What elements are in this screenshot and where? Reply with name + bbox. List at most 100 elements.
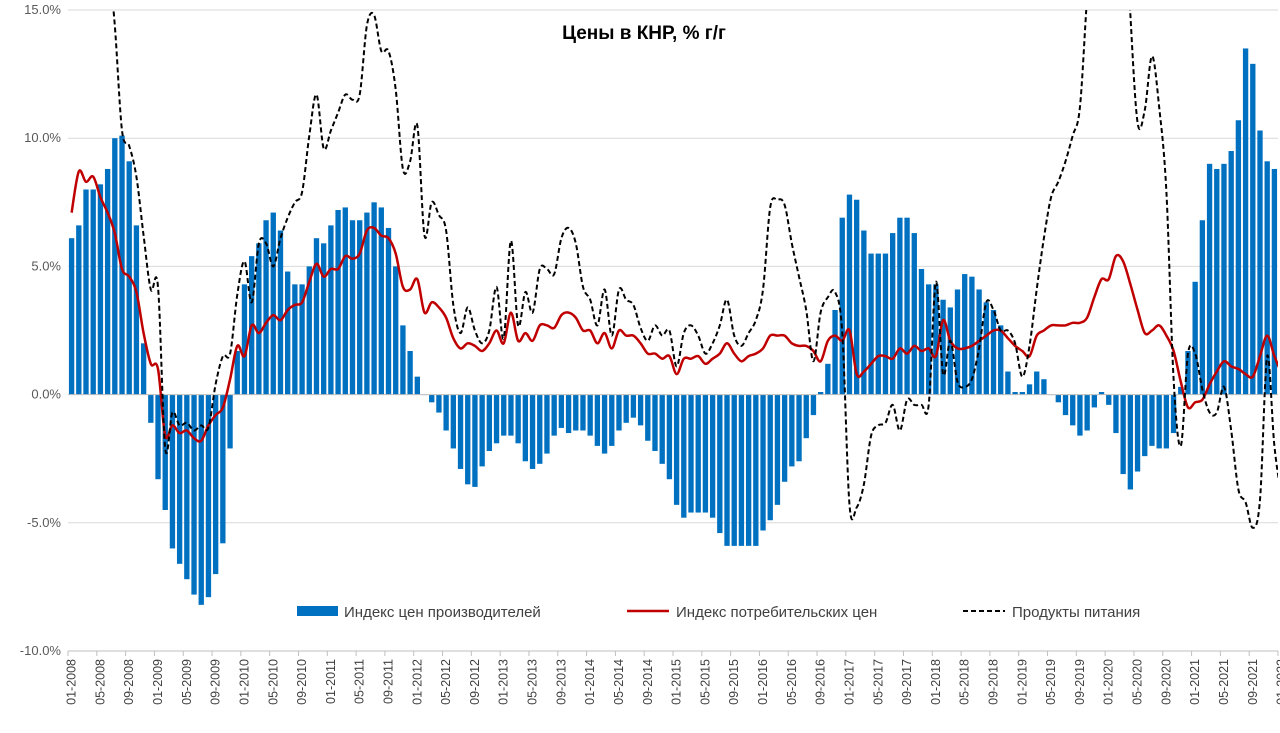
x-tick-label: 09-2008 — [122, 659, 136, 705]
ppi-bar — [1034, 371, 1040, 395]
ppi-bar — [191, 394, 197, 595]
x-tick-label: 01-2017 — [842, 659, 856, 705]
ppi-bar — [414, 376, 420, 395]
ppi-bar — [1062, 394, 1069, 416]
ppi-bar — [630, 394, 637, 418]
ppi-bar — [169, 394, 176, 549]
ppi-bar — [1170, 394, 1177, 434]
ppi-bar — [400, 325, 406, 395]
ppi-bar — [277, 230, 284, 395]
ppi-bar — [702, 394, 709, 513]
x-tick-label: 01-2010 — [237, 659, 251, 705]
ppi-bar — [1012, 392, 1018, 395]
ppi-bar — [1055, 394, 1061, 403]
x-tick-label: 05-2014 — [612, 659, 626, 705]
ppi-bar — [1113, 394, 1119, 434]
ppi-bar — [1005, 371, 1011, 395]
ppi-bar — [890, 233, 896, 395]
ppi-bar — [335, 209, 341, 395]
ppi-bar — [263, 220, 269, 395]
ppi-bar — [882, 253, 889, 395]
x-tick-label: 05-2019 — [1044, 659, 1058, 705]
x-tick-label: 09-2017 — [900, 659, 914, 705]
ppi-bar — [436, 394, 442, 413]
ppi-bar — [724, 394, 730, 546]
x-tick-label: 09-2014 — [641, 659, 655, 705]
ppi-bar — [299, 284, 305, 395]
ppi-bar — [1178, 386, 1184, 395]
ppi-bar — [1134, 394, 1141, 472]
ppi-bar — [450, 394, 456, 449]
ppi-bar — [508, 394, 514, 436]
ppi-bar — [544, 394, 550, 454]
legend-label-ppi: Индекс цен производителей — [344, 604, 541, 621]
ppi-bar — [1221, 163, 1227, 395]
ppi-bar — [580, 394, 586, 431]
ppi-bar — [688, 394, 694, 513]
ppi-bar — [529, 394, 536, 469]
ppi-bar — [911, 233, 917, 395]
ppi-bar — [522, 394, 529, 462]
ppi-bar — [875, 253, 881, 395]
legend-label-cpi: Индекс потребительских цен — [676, 604, 877, 621]
ppi-bar — [565, 394, 572, 434]
x-tick-label: 05-2008 — [93, 659, 107, 705]
ppi-bar — [594, 394, 601, 446]
ppi-bar — [817, 392, 824, 395]
ppi-bar — [1070, 394, 1076, 426]
ppi-bar — [904, 217, 910, 395]
x-tick-label: 09-2015 — [727, 659, 741, 705]
ppi-bar — [861, 230, 867, 395]
y-tick-label: 10.0% — [24, 130, 61, 145]
ppi-bar — [479, 394, 485, 467]
ppi-bar — [83, 189, 89, 395]
ppi-bar — [1149, 394, 1155, 446]
ppi-bar — [515, 394, 521, 444]
ppi-bar — [1120, 394, 1126, 475]
ppi-bar — [104, 168, 111, 395]
ppi-bar — [1228, 151, 1234, 395]
x-tick-label: 05-2021 — [1217, 659, 1231, 705]
ppi-bar — [292, 284, 298, 395]
ppi-bar — [551, 394, 557, 436]
y-tick-label: 5.0% — [31, 258, 61, 273]
series-lines — [70, 10, 1278, 529]
ppi-bar — [76, 225, 82, 395]
ppi-bar — [148, 394, 154, 423]
ppi-bar — [342, 207, 348, 395]
x-tick-label: 09-2016 — [814, 659, 828, 705]
ppi-bar — [983, 302, 989, 395]
ppi-bar — [313, 238, 320, 395]
ppi-bar — [472, 394, 478, 487]
x-tick-label: 01-2012 — [410, 659, 424, 705]
chart-title: Цены в КНР, % г/г — [562, 23, 726, 44]
x-tick-label: 05-2015 — [698, 659, 712, 705]
ppi-bar — [998, 325, 1004, 395]
ppi-bar — [133, 225, 140, 395]
ppi-bar — [673, 394, 680, 505]
y-tick-label: 0.0% — [31, 387, 61, 402]
ppi-bar — [205, 394, 212, 598]
ppi-bar — [256, 243, 262, 395]
ppi-bar — [753, 394, 759, 546]
x-tick-label: 01-2014 — [583, 659, 597, 705]
ppi-bar — [839, 217, 845, 395]
x-tick-label: 01-2009 — [151, 659, 165, 705]
ppi-bar — [825, 363, 831, 395]
x-tick-label: 09-2009 — [209, 659, 223, 705]
ppi-bar — [1026, 384, 1033, 395]
ppi-bar — [1084, 394, 1090, 431]
ppi-bar — [457, 394, 464, 469]
ppi-bar — [393, 266, 399, 395]
ppi-bar — [1077, 394, 1083, 436]
cpi-line — [70, 169, 1278, 443]
ppi-bar — [681, 394, 687, 518]
y-tick-label: -5.0% — [27, 515, 61, 530]
ppi-bar — [803, 394, 809, 439]
ppi-bar — [645, 394, 651, 441]
ppi-bar — [947, 307, 953, 395]
ppi-bar — [962, 274, 968, 395]
ppi-bar — [328, 225, 334, 395]
ppi-bar — [364, 212, 370, 395]
ppi-bar — [1041, 379, 1047, 395]
